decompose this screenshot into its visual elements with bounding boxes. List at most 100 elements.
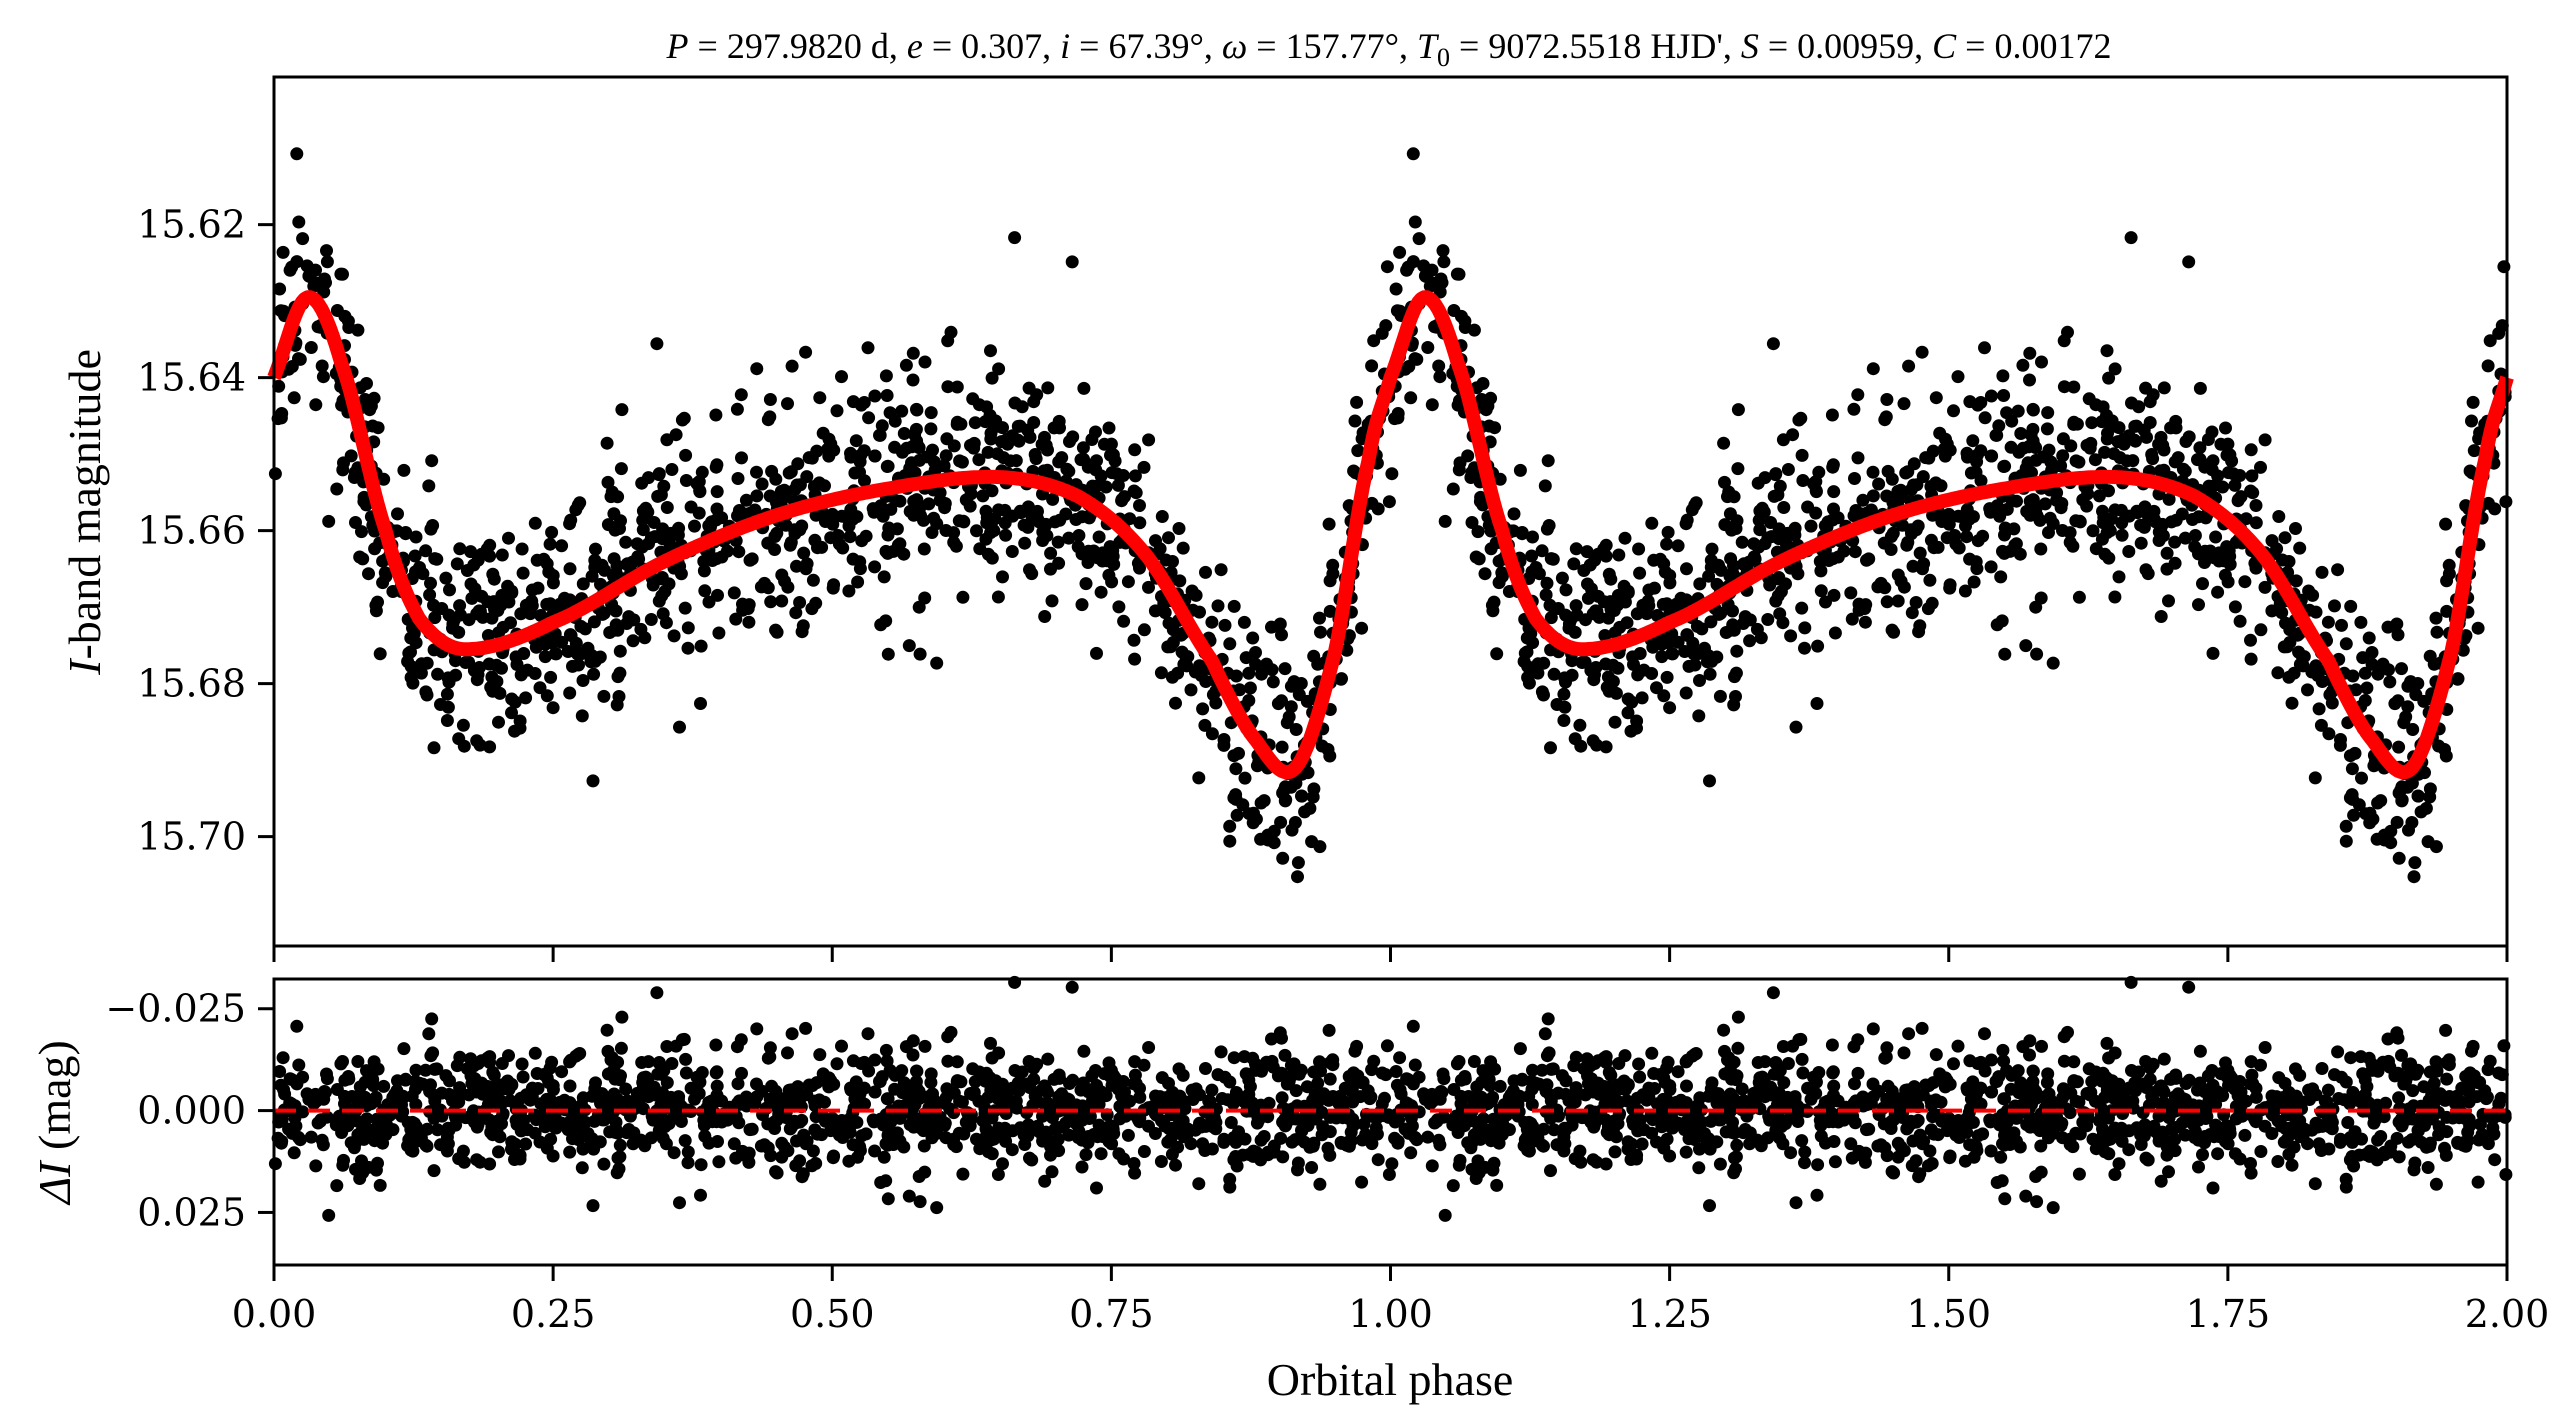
residual-point xyxy=(1174,1117,1188,1131)
data-point xyxy=(1326,567,1340,581)
data-point xyxy=(790,559,803,573)
residual-point xyxy=(2405,1112,2419,1126)
residual-point xyxy=(1392,1113,1406,1127)
data-point xyxy=(2041,406,2055,420)
residual-point xyxy=(1291,1163,1304,1177)
data-point xyxy=(2219,421,2232,435)
data-point xyxy=(531,581,545,595)
data-point xyxy=(883,406,897,420)
residual-point xyxy=(639,1070,653,1084)
residual-point xyxy=(793,1154,807,1168)
data-point xyxy=(2272,510,2286,523)
title-param: ω = 157.77°, xyxy=(1222,26,1417,66)
data-point xyxy=(1300,694,1314,708)
data-point xyxy=(1285,823,1299,837)
data-point xyxy=(1538,479,1552,493)
top-y-axis-label: I-band magnitude xyxy=(59,349,110,676)
data-point xyxy=(1752,513,1766,527)
data-point xyxy=(1242,666,1256,680)
residual-point xyxy=(545,1055,559,1069)
residual-point xyxy=(1117,1152,1131,1166)
data-point xyxy=(1753,523,1767,537)
data-point xyxy=(1406,147,1420,161)
data-point xyxy=(2122,429,2136,443)
data-point xyxy=(2344,599,2358,613)
data-point xyxy=(1897,397,1911,411)
data-point xyxy=(650,337,664,351)
residual-point xyxy=(1408,1058,1422,1072)
data-point xyxy=(1027,416,1041,429)
data-point xyxy=(1599,657,1613,671)
data-point xyxy=(2040,422,2054,436)
data-point xyxy=(1984,449,1998,463)
data-point xyxy=(1111,478,1125,492)
residual-point xyxy=(1963,1054,1977,1068)
data-point xyxy=(968,416,982,430)
data-point xyxy=(1194,669,1208,682)
data-point xyxy=(443,583,456,597)
residual-point xyxy=(320,1067,333,1081)
data-point xyxy=(428,611,442,625)
data-point xyxy=(1137,460,1151,474)
data-point xyxy=(647,516,661,529)
data-point xyxy=(1432,359,1446,373)
data-point xyxy=(1030,388,1044,402)
data-point xyxy=(1082,511,1096,525)
data-point xyxy=(2154,521,2168,535)
data-point xyxy=(1559,583,1573,597)
residual-point xyxy=(275,1134,289,1148)
residual-point xyxy=(2014,1076,2028,1090)
data-point xyxy=(1772,532,1786,546)
data-point xyxy=(941,380,955,394)
data-point xyxy=(1153,542,1167,556)
data-point xyxy=(2467,444,2481,458)
residual-point xyxy=(589,1076,602,1090)
residual-point xyxy=(2162,1165,2175,1179)
residual-point xyxy=(292,1058,306,1072)
residual-point xyxy=(844,1111,858,1125)
data-point xyxy=(409,530,423,544)
residual-point xyxy=(416,1077,430,1091)
data-point xyxy=(1229,762,1243,776)
data-point xyxy=(1478,567,1492,581)
data-point xyxy=(1425,398,1439,412)
data-point xyxy=(546,576,560,590)
residual-point xyxy=(1526,1063,1539,1077)
data-point xyxy=(575,709,589,723)
data-point xyxy=(2331,563,2345,577)
data-point xyxy=(1612,548,1626,562)
data-point xyxy=(673,720,686,734)
data-point xyxy=(688,519,701,533)
data-point xyxy=(517,647,531,660)
data-point xyxy=(1621,692,1635,706)
residual-point xyxy=(1030,1123,1044,1137)
data-point xyxy=(1535,544,1549,558)
data-point xyxy=(1969,465,1983,479)
residual-point xyxy=(603,1125,617,1139)
residual-point xyxy=(1994,1150,2008,1164)
data-point xyxy=(2404,675,2418,689)
residual-point xyxy=(2139,1151,2153,1165)
residual-point xyxy=(2463,1119,2477,1133)
data-point xyxy=(1375,326,1389,340)
residual-point xyxy=(2029,1085,2043,1098)
data-point xyxy=(1633,566,1647,580)
residual-point xyxy=(1520,1130,1534,1144)
residual-point xyxy=(660,1040,674,1053)
residual-points xyxy=(268,975,2513,1222)
data-point xyxy=(2122,509,2136,523)
data-point xyxy=(397,463,411,477)
residual-point xyxy=(1810,1188,1824,1202)
data-point xyxy=(681,621,695,635)
data-point xyxy=(1176,541,1190,555)
residual-point xyxy=(1929,1093,1943,1107)
data-point xyxy=(1062,531,1076,545)
data-point xyxy=(1081,556,1095,569)
residual-point xyxy=(364,1065,378,1078)
data-point xyxy=(2124,231,2138,245)
data-point xyxy=(652,594,666,608)
residual-point xyxy=(1196,1137,1210,1151)
data-point xyxy=(906,346,920,360)
data-point xyxy=(1189,588,1203,602)
residual-point xyxy=(1467,1055,1481,1068)
